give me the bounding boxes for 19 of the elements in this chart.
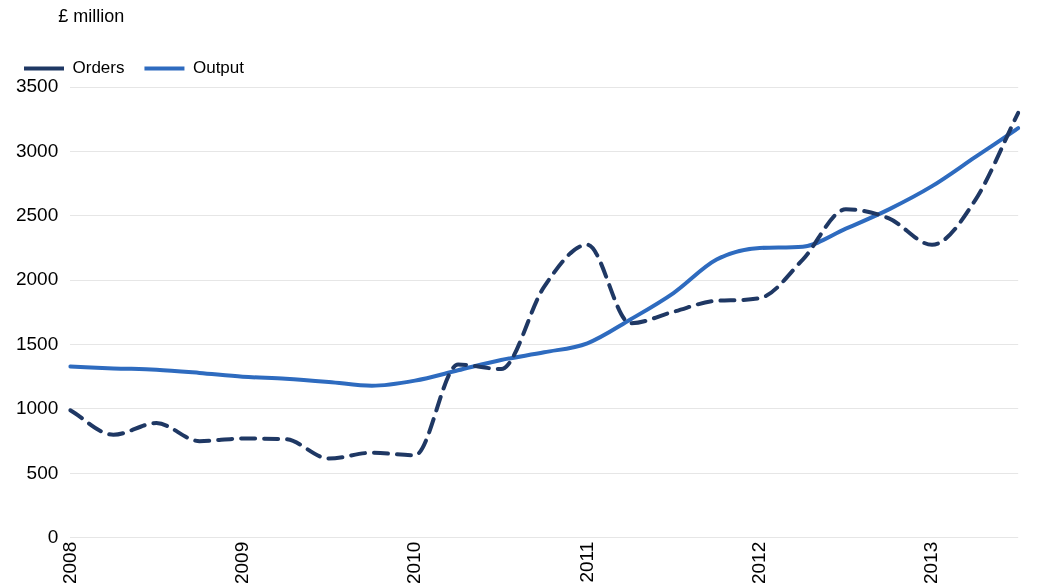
x-tick-label: 2011 bbox=[575, 541, 597, 583]
y-tick-label: 2000 bbox=[15, 268, 59, 290]
line-series bbox=[68, 110, 1021, 461]
y-tick-label: 0 bbox=[47, 525, 59, 547]
x-tick-label: 2008 bbox=[58, 541, 80, 585]
x-tick-label: 2010 bbox=[403, 541, 425, 585]
x-tick-label: 2009 bbox=[230, 541, 252, 585]
y-tick-label: 3000 bbox=[15, 139, 59, 161]
line-series bbox=[68, 126, 1021, 388]
legend-label: Output bbox=[192, 58, 245, 78]
y-axis-title: £ million bbox=[58, 5, 125, 26]
y-tick-label: 2500 bbox=[15, 204, 59, 226]
x-tick-label: 2012 bbox=[747, 541, 769, 585]
y-tick-label: 1000 bbox=[15, 397, 59, 419]
y-tick-label: 500 bbox=[26, 461, 59, 483]
x-tick-label: 2013 bbox=[920, 541, 942, 585]
legend-label: Orders bbox=[72, 58, 125, 78]
y-tick-label: 3500 bbox=[15, 75, 59, 97]
y-tick-label: 1500 bbox=[15, 332, 59, 354]
